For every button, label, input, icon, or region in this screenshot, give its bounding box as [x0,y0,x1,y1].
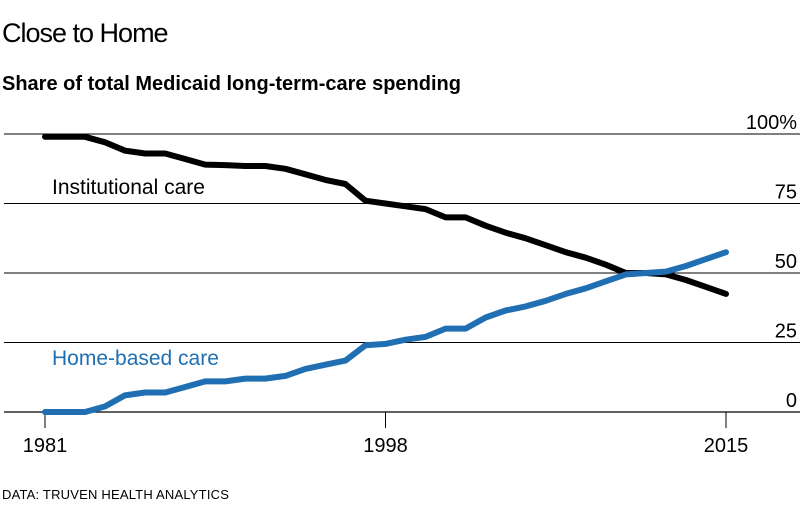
x-tick-label-2015: 2015 [704,435,749,457]
y-tick-label-75: 75 [775,182,797,204]
y-axis-ticks: 0 25 50 75 100% [746,112,797,412]
y-tick-label-100: 100% [746,112,797,134]
data-source: DATA: TRUVEN HEALTH ANALYTICS [2,487,230,502]
x-axis-ticks: 1981 1998 2015 [23,412,749,457]
x-tick-label-1981: 1981 [23,435,68,457]
y-tick-label-0: 0 [786,390,797,412]
series-label-0: Institutional care [52,176,205,199]
chart-title: Close to Home [2,18,169,48]
series-line-1 [42,249,729,415]
series-labels: Institutional care Home-based care [52,176,219,370]
y-tick-label-50: 50 [775,251,797,273]
series-label-1: Home-based care [52,347,219,370]
y-tick-label-25: 25 [775,321,797,343]
chart-subtitle: Share of total Medicaid long-term-care s… [2,73,461,95]
series-lines [42,133,729,415]
x-tick-label-1998: 1998 [363,435,408,457]
series-line-0 [42,133,729,297]
